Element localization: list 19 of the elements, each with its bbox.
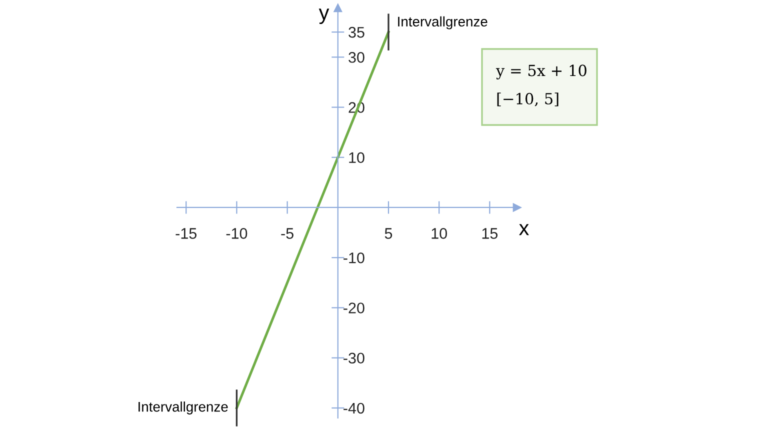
y-tick-label: -10	[344, 252, 364, 264]
x-tick-label: 15	[482, 228, 498, 239]
y-axis-title: y	[318, 8, 330, 24]
x-tick-label: 5	[384, 228, 392, 239]
y-tick-label: -40	[344, 402, 364, 414]
y-tick-label: 30	[348, 52, 364, 63]
y-tick-label: -20	[344, 302, 364, 314]
annotation: [−10, 5]	[497, 92, 558, 106]
y-tick-label: -30	[344, 352, 364, 364]
y-tick-label: 10	[349, 152, 364, 164]
x-axis-title: x	[519, 224, 529, 236]
annotation: Intervallgrenze	[138, 402, 228, 414]
x-tick-label: -15	[176, 228, 197, 239]
annotation: y = 5x + 10	[496, 64, 586, 80]
annotation: Intervallgrenze	[398, 16, 488, 30]
x-tick-label: -10	[226, 228, 248, 239]
y-tick-label: 35	[348, 26, 364, 38]
x-tick-label: -5	[281, 228, 294, 239]
x-tick-label: 10	[432, 228, 447, 239]
